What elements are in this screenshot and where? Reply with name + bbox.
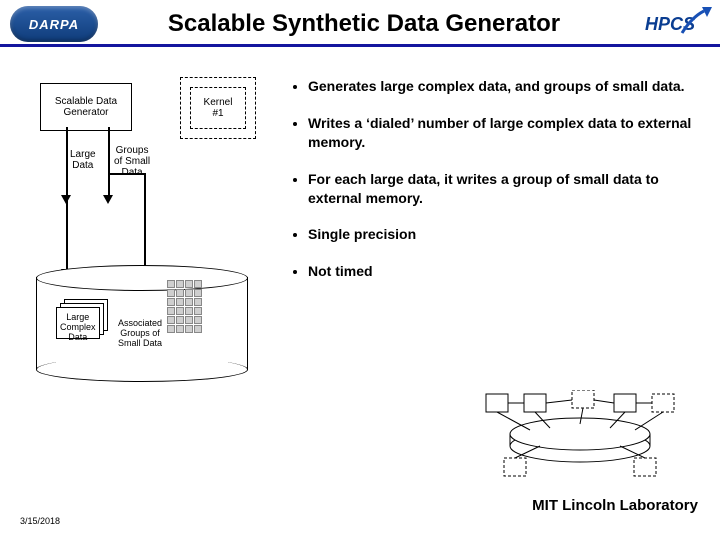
hpcs-logo: HPCS [630,7,710,41]
box-generator: Scalable Data Generator [40,83,132,131]
label-large-complex: Large Complex Data [60,313,96,343]
arrow-line [108,127,110,197]
label-groups-small: Groups of Small Data [114,145,150,178]
page-title: Scalable Synthetic Data Generator [98,10,630,38]
arrow-line [66,199,68,271]
header: DARPA Scalable Synthetic Data Generator … [0,0,720,47]
arrow-line [144,173,146,271]
bullet-item: Single precision [308,225,704,244]
footer-date: 3/15/2018 [20,516,60,526]
mini-flow-diagram [480,390,680,480]
bullet-item: Generates large complex data, and groups… [308,77,704,96]
bullet-item: For each large data, it writes a group o… [308,170,704,208]
darpa-logo: DARPA [10,6,98,42]
arrow-down-icon [103,195,113,204]
disk-storage: Large Complex Data Associated Groups of … [36,265,246,375]
box-kernel: Kernel #1 [190,87,246,129]
label-large-data: Large Data [70,149,96,171]
footer-lab: MIT Lincoln Laboratory [532,497,698,514]
bullet-list: Generates large complex data, and groups… [290,77,704,387]
arrow-line [66,127,68,197]
label-assoc: Associated Groups of Small Data [118,319,162,349]
bullet-item: Writes a ‘dialed’ number of large comple… [308,114,704,152]
arrow-swoosh-icon [678,3,714,39]
content: Scalable Data Generator Kernel #1 Large … [0,47,720,387]
small-data-cubes [166,279,202,333]
bullet-item: Not timed [308,262,704,281]
diagram: Scalable Data Generator Kernel #1 Large … [10,77,290,387]
